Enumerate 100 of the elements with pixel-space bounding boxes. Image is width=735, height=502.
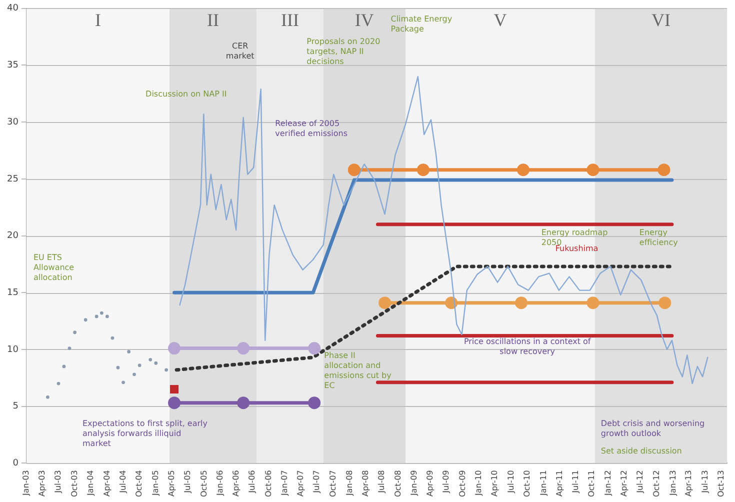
point [168,342,181,355]
point [164,368,168,372]
x-tick-label: Jan-09 [410,470,419,497]
annotation: CER market [226,42,254,61]
x-tick-label: Oct-05 [199,470,208,498]
x-tick-label: Apr-04 [102,470,112,497]
point [68,346,72,350]
point [658,296,672,310]
x-tick-label: Oct-08 [393,470,402,498]
x-tick-label: Jan-04 [86,470,96,497]
x-tick-label: Jan-11 [538,470,548,497]
x-tick-label: Jan-05 [150,470,160,497]
x-tick-label: Jul-03 [54,470,63,494]
y-tick-label: 25 [7,174,18,184]
point [116,366,120,370]
x-tick-label: Oct-06 [264,470,273,498]
y-tick-label: 10 [7,344,19,355]
annotation: Debt crisis and worsening growth outlook [600,418,705,438]
point [154,361,158,365]
point [170,384,179,394]
y-tick-label: 5 [12,402,18,412]
x-tick-label: Apr-08 [360,470,370,497]
band-label: III [280,10,299,30]
annotation: Proposals on 2020 targets, NAP II decisions [306,37,380,66]
point [110,336,114,340]
x-tick-label: Jul-13 [700,470,710,494]
x-tick-label: Jan-08 [344,470,354,497]
x-tick-label: Jul-08 [377,470,386,494]
point [73,330,76,334]
x-tick-label: Apr-06 [232,470,240,497]
y-tick-label: 20 [7,231,19,242]
point [515,296,528,310]
x-tick-label: Jul-12 [636,470,645,494]
point [62,364,66,368]
x-tick-label: Oct-09 [458,470,467,498]
x-tick-label: Oct-13 [716,470,726,498]
point [348,164,360,176]
point [46,395,50,399]
band-label: VI [651,10,670,30]
band-label: IV [354,10,374,30]
annotation: Climate Energy Package [390,14,452,34]
x-tick-label: Jan-10 [474,470,484,497]
x-tick-label: Oct-10 [522,470,532,498]
x-tick-label: Jan-13 [668,470,678,497]
x-tick-label: Apr-13 [684,470,694,497]
x-tick-label: Apr-11 [554,470,564,497]
x-tick-label: Jan-03 [22,470,31,497]
x-tick-label: Jul-05 [182,470,192,494]
y-tick-label: 40 [7,4,19,14]
point [586,164,600,176]
x-tick-label: Apr-12 [620,470,629,497]
x-tick-label: Oct-04 [134,470,144,498]
point [658,164,670,176]
point [308,342,321,355]
annotation: Discussion on NAP II [146,89,227,98]
point [84,318,88,322]
annotation: Set aside discussion [600,446,682,456]
annotation: EU ETS Allowance allocation [33,253,74,282]
band-label: I [94,10,101,30]
point [94,314,98,318]
point [237,342,250,355]
x-tick-label: Jul-04 [118,470,128,494]
x-tick-label: Oct-12 [652,470,661,498]
x-tick-label: Jan-07 [280,470,290,497]
x-tick-label: Jul-11 [570,470,580,494]
y-tick-label: 15 [7,288,18,298]
annotation: Energy efficiency [639,228,678,248]
annotation: Price oscillations in a context of slow recovery [464,337,591,356]
point [122,380,125,384]
x-tick-label: Apr-03 [37,470,46,497]
annotation: Phase II allocation and emissions cut by EC [324,350,392,390]
annotation: Expectations to first split, early analysis forwards illiquid market [82,418,208,448]
point [105,314,109,318]
point [127,350,130,354]
y-tick-label: 0 [12,458,19,468]
point [148,358,152,362]
point [138,364,142,368]
x-tick-label: Oct-03 [70,470,79,498]
annotation: Release of 2005 verified emissions [275,118,348,138]
x-tick-label: Apr-05 [166,470,176,497]
x-tick-label: Jul-07 [312,470,322,494]
point [378,296,392,310]
band-label: II [207,10,220,30]
x-tick-label: Apr-10 [490,470,500,497]
x-tick-label: Oct-07 [328,470,338,498]
band-label: V [494,10,507,30]
point [237,396,250,410]
y-tick-label: 35 [7,60,18,71]
point [586,296,600,310]
point [132,372,136,376]
x-tick-label: Jan-12 [603,470,612,497]
x-tick-label: Jul-06 [248,470,257,494]
x-tick-label: Jan-06 [216,470,225,497]
x-tick-label: Jul-09 [442,470,451,494]
point [100,311,104,315]
x-tick-label: Apr-09 [426,470,435,497]
point [56,382,60,386]
point [516,164,530,176]
point [308,396,321,410]
x-tick-label: Apr-07 [296,470,306,497]
